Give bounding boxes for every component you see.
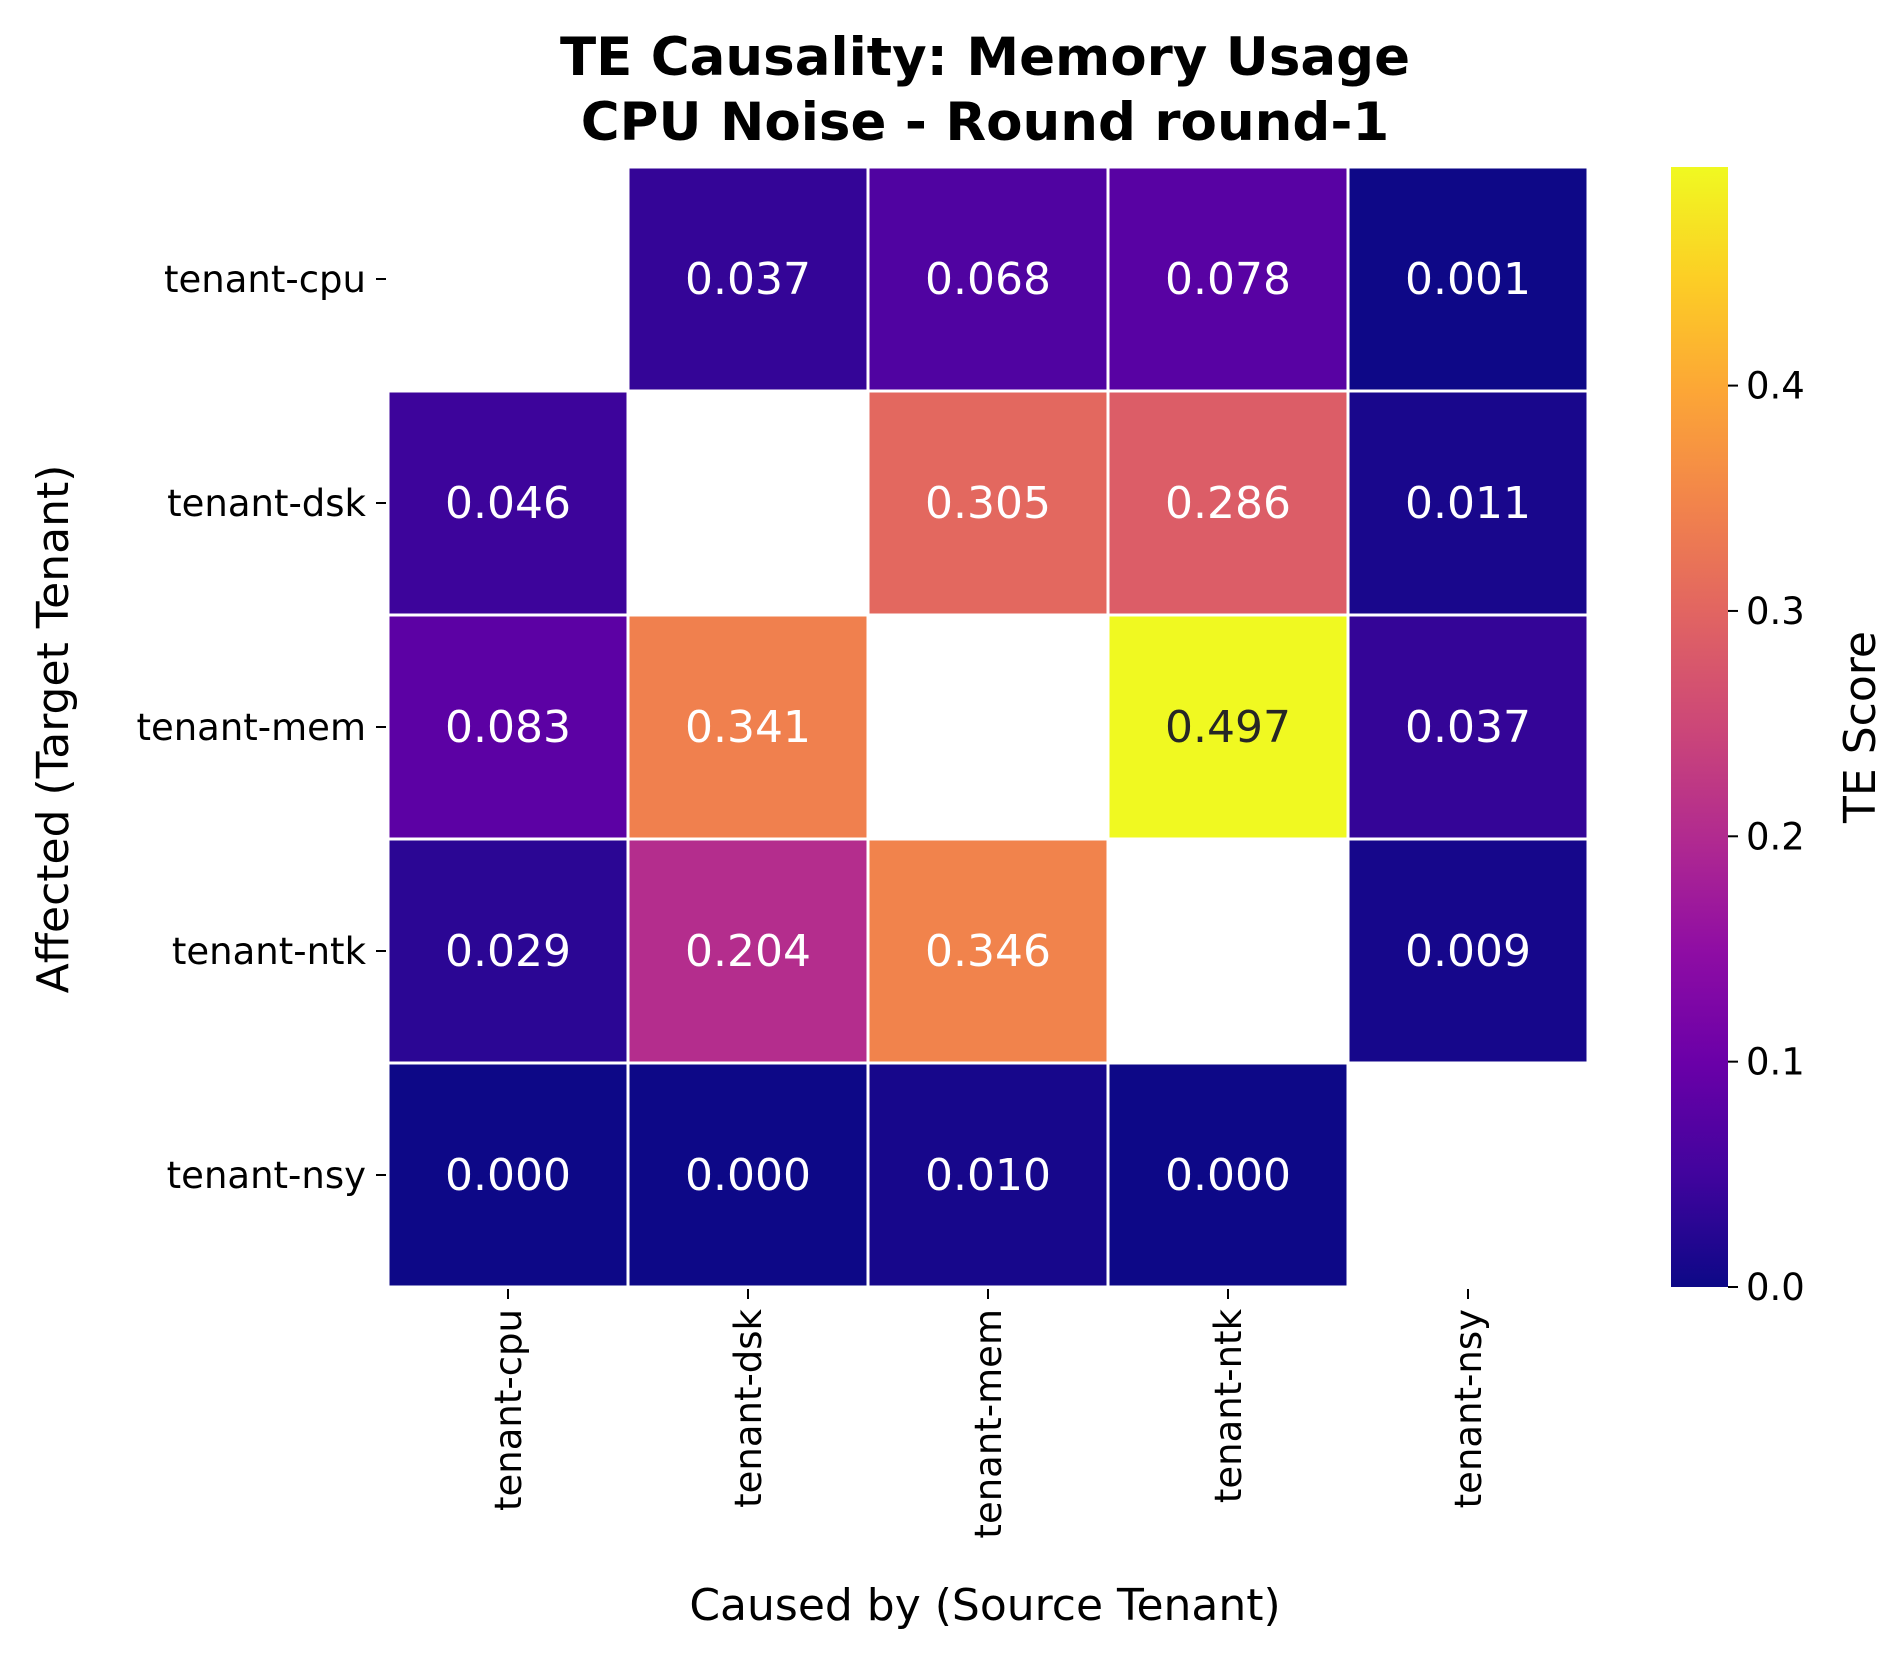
colorbar-label: TE Score — [1835, 631, 1886, 824]
chart-title-line-2: CPU Noise - Round round-1 — [581, 92, 1389, 153]
cell-value-label: 0.078 — [1165, 254, 1291, 305]
heatmap-cell — [626, 613, 870, 841]
x-tick-label: tenant-mem — [967, 1309, 1010, 1539]
cell-value-label: 0.204 — [685, 926, 811, 977]
heatmap-cell — [866, 389, 1110, 617]
y-axis-label: Affected (Target Tenant) — [28, 465, 79, 994]
y-tick-label: tenant-nsy — [167, 1154, 366, 1197]
heatmap-cell — [866, 165, 1110, 393]
cell-value-label: 0.046 — [445, 478, 571, 529]
colorbar-tick-label: 0.3 — [1746, 590, 1805, 633]
heatmap-cell — [626, 165, 870, 393]
x-axis-label: Caused by (Source Tenant) — [689, 1580, 1280, 1631]
heatmap-cell — [1106, 165, 1350, 393]
cell-value-label: 0.286 — [1165, 478, 1291, 529]
cell-value-label: 0.011 — [1405, 478, 1531, 529]
colorbar-tick-label: 0.0 — [1746, 1266, 1805, 1309]
cell-value-label: 0.037 — [1405, 702, 1531, 753]
cell-value-label: 0.029 — [445, 926, 571, 977]
x-tick-label: tenant-nsy — [1447, 1309, 1490, 1508]
y-tick-labels: tenant-cpu tenant-dsk tenant-mem tenant-ntk… — [136, 258, 386, 1197]
heatmap-cells: 0.037 0.068 0.078 0.001 0.046 0.305 0.286 0.011… — [386, 165, 1590, 1289]
heatmap-cell — [386, 1061, 630, 1289]
cell-value-label: 0.000 — [685, 1150, 811, 1201]
heatmap-cell — [386, 389, 630, 617]
heatmap-cell — [1346, 389, 1590, 617]
cell-value-label: 0.346 — [925, 926, 1051, 977]
heatmap-cell — [626, 837, 870, 1065]
heatmap-cell — [626, 1061, 870, 1289]
heatmap-cell — [1106, 1061, 1350, 1289]
cell-value-label: 0.001 — [1405, 254, 1531, 305]
cell-value-label: 0.083 — [445, 702, 571, 753]
x-tick-labels: tenant-cpu tenant-dsk tenant-mem tenant-ntk… — [487, 1289, 1490, 1539]
cell-value-label: 0.497 — [1165, 702, 1291, 753]
cell-value-label: 0.305 — [925, 478, 1051, 529]
y-tick-label: tenant-ntk — [172, 930, 367, 973]
cell-value-label: 0.000 — [445, 1150, 571, 1201]
x-tick-label: tenant-dsk — [727, 1308, 770, 1507]
colorbar-tick-label: 0.4 — [1746, 365, 1805, 408]
cell-value-label: 0.009 — [1405, 926, 1531, 977]
cell-value-label: 0.341 — [685, 702, 811, 753]
heatmap-cell — [1346, 613, 1590, 841]
heatmap-cell — [386, 837, 630, 1065]
colorbar-tick-label: 0.1 — [1746, 1041, 1805, 1084]
colorbar — [1671, 167, 1728, 1287]
y-tick-label: tenant-cpu — [164, 258, 366, 301]
x-tick-label: tenant-ntk — [1207, 1308, 1250, 1503]
colorbar-ticks: 0.0 0.1 0.2 0.3 0.4 — [1728, 365, 1805, 1309]
cell-value-label: 0.010 — [925, 1150, 1051, 1201]
x-tick-label: tenant-cpu — [487, 1309, 530, 1511]
chart-title-line-1: TE Causality: Memory Usage — [560, 27, 1410, 88]
heatmap-cell — [866, 837, 1110, 1065]
heatmap-cell — [1346, 837, 1590, 1065]
y-tick-label: tenant-mem — [136, 706, 366, 749]
heatmap-cell — [866, 1061, 1110, 1289]
cell-value-label: 0.037 — [685, 254, 811, 305]
heatmap-cell — [1346, 165, 1590, 393]
cell-value-label: 0.000 — [1165, 1150, 1291, 1201]
colorbar-tick-label: 0.2 — [1746, 815, 1805, 858]
y-tick-label: tenant-dsk — [167, 482, 366, 525]
cell-value-label: 0.068 — [925, 254, 1051, 305]
